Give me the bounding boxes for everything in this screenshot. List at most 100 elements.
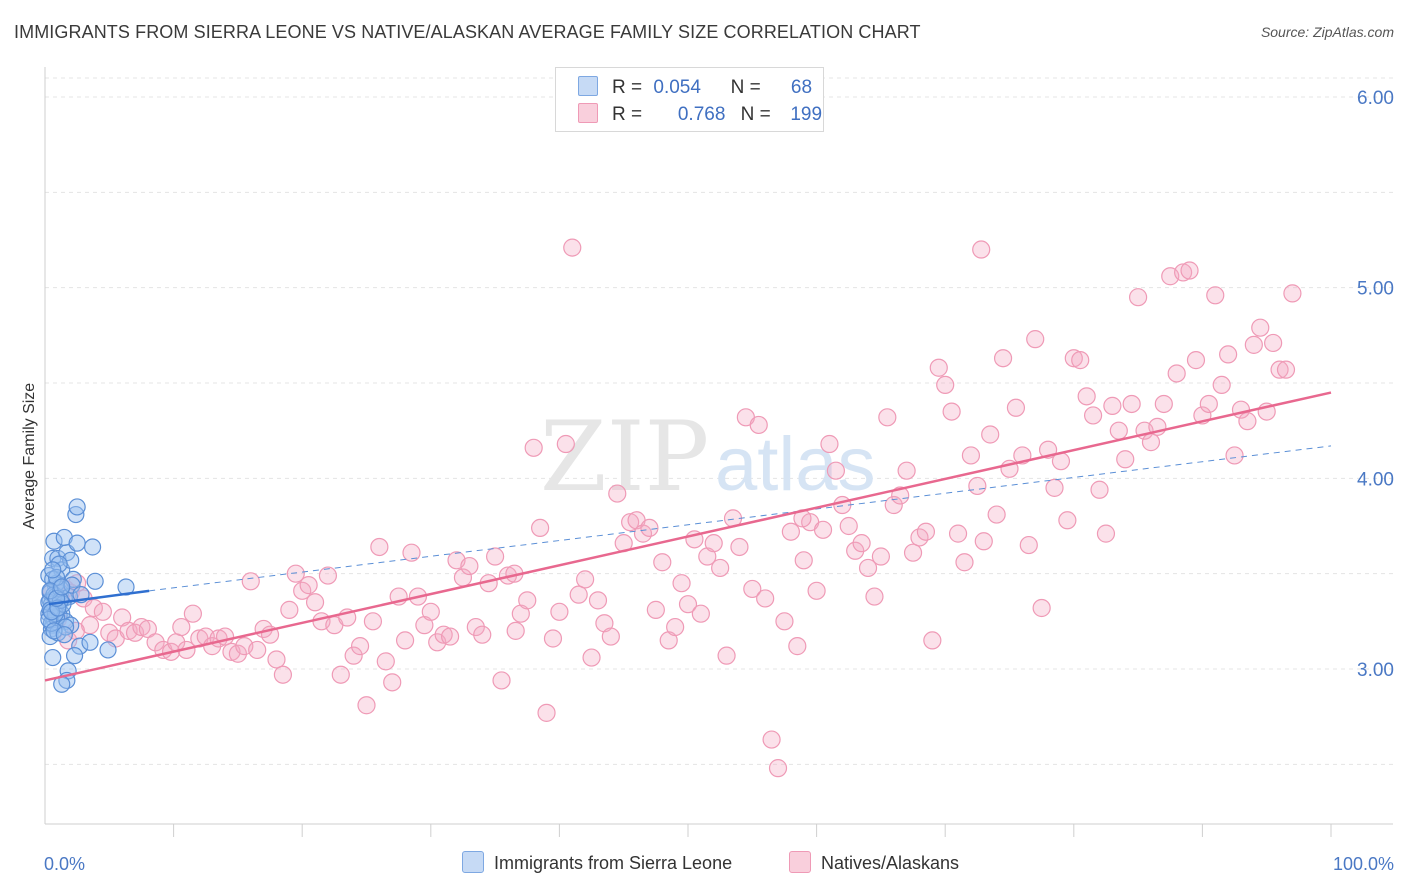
natives-point <box>1225 446 1244 465</box>
natives-point <box>646 600 665 619</box>
sierra-leone-point <box>65 647 84 665</box>
natives-point <box>730 537 749 557</box>
x-tick-label: 100.0% <box>1333 854 1394 874</box>
natives-point <box>948 524 968 543</box>
natives-point <box>807 581 826 600</box>
sierra-leone-point <box>83 538 102 556</box>
natives-point <box>1058 511 1077 530</box>
natives-point <box>691 604 710 623</box>
natives-point <box>473 625 492 644</box>
legend-n-label: N = <box>730 77 761 98</box>
natives-point <box>923 631 942 650</box>
correlation-legend: R = 0.054 N = 68 R = 0.768 N = 199 <box>555 67 824 132</box>
natives-point <box>248 640 267 660</box>
natives-point <box>878 408 897 427</box>
natives-point <box>492 671 511 690</box>
y-tick-label: 4.00 <box>1357 469 1394 490</box>
natives-point <box>1212 375 1231 395</box>
natives-point <box>1077 387 1096 406</box>
natives-point <box>588 591 608 610</box>
legend-row-sierra-leone: R = 0.054 N = 68 <box>578 76 812 102</box>
natives-point <box>286 564 305 583</box>
natives-point <box>228 644 247 663</box>
natives-point <box>1083 406 1103 425</box>
legend-r-label: R = <box>612 104 643 125</box>
natives-point <box>929 358 948 377</box>
natives-point <box>1199 394 1218 414</box>
natives-point <box>749 415 768 435</box>
natives-point <box>273 665 293 684</box>
natives-point <box>1032 598 1051 618</box>
natives-point <box>711 558 730 578</box>
natives-point <box>768 759 788 778</box>
y-tick-label: 6.00 <box>1357 88 1394 109</box>
gridlines <box>45 77 1393 765</box>
natives-point <box>1096 524 1116 543</box>
sierra-leone-trend-line <box>48 589 150 606</box>
natives-point <box>884 495 903 515</box>
natives-point <box>331 665 350 684</box>
natives-point <box>363 612 383 631</box>
sierra-leone-points <box>40 498 135 693</box>
natives-point <box>865 587 884 606</box>
legend-n-label: N = <box>740 104 771 125</box>
natives-point <box>132 617 151 637</box>
natives-point <box>1186 351 1206 370</box>
natives-point <box>743 579 762 599</box>
sierra-leone-point <box>45 532 63 550</box>
sierra-leone-point <box>53 578 71 596</box>
natives-point <box>466 617 485 637</box>
y-tick-label: 3.00 <box>1357 660 1394 681</box>
natives-point <box>916 522 936 541</box>
natives-point <box>383 673 402 692</box>
natives-point <box>1244 335 1263 354</box>
natives-point <box>972 240 991 259</box>
sierra-leone-point <box>86 572 104 590</box>
natives-point <box>357 696 376 715</box>
natives-point <box>601 627 620 646</box>
natives-point <box>1103 396 1122 415</box>
natives-point <box>936 375 955 395</box>
sierra-leone-point <box>81 633 99 651</box>
axis-labels: 3.00 4.00 5.00 6.00 0.0% 100.0% Average Family… <box>21 88 1394 874</box>
natives-point <box>537 703 556 722</box>
natives-point <box>1122 394 1141 414</box>
natives-point <box>621 513 640 532</box>
natives-point <box>820 434 839 454</box>
sierra-leone-point <box>50 555 68 573</box>
natives-point <box>1238 412 1257 431</box>
natives-point <box>402 543 421 562</box>
bottom-legend-label: Natives/Alaskans <box>821 853 960 873</box>
natives-point <box>569 585 588 604</box>
watermark-atlas: atlas <box>715 422 876 507</box>
natives-point <box>1045 478 1064 497</box>
sierra-leone-point <box>71 637 89 655</box>
y-axis-label: Average Family Size <box>21 383 38 530</box>
natives-point <box>1251 318 1270 337</box>
sierra-leone-point <box>44 648 62 667</box>
natives-point <box>678 595 698 614</box>
natives-point <box>280 600 299 619</box>
natives-point <box>93 602 112 621</box>
natives-point <box>846 541 865 560</box>
sierra-leone-point <box>68 498 86 516</box>
chart-title: IMMIGRANTS FROM SIERRA LEONE VS NATIVE/A… <box>14 22 921 42</box>
legend-r-value: 0.054 <box>653 77 701 98</box>
y-tick-label: 5.00 <box>1357 279 1394 300</box>
natives-point <box>852 534 871 553</box>
natives-point <box>826 461 845 480</box>
natives-point <box>1174 263 1193 282</box>
natives-point <box>1019 535 1038 555</box>
natives-point <box>172 617 191 637</box>
natives-point <box>1167 364 1186 383</box>
natives-point <box>1064 349 1083 368</box>
legend-row-natives: R = 0.768 N = 199 <box>578 103 822 129</box>
natives-point <box>1116 450 1135 469</box>
natives-point <box>1276 360 1296 379</box>
legend-swatch-pink <box>789 851 811 873</box>
natives-point <box>717 646 736 665</box>
legend-n-value: 199 <box>790 104 823 125</box>
watermark-zip: ZIP <box>540 401 709 513</box>
bottom-legend-item-natives: Natives/Alaskans <box>789 851 959 874</box>
